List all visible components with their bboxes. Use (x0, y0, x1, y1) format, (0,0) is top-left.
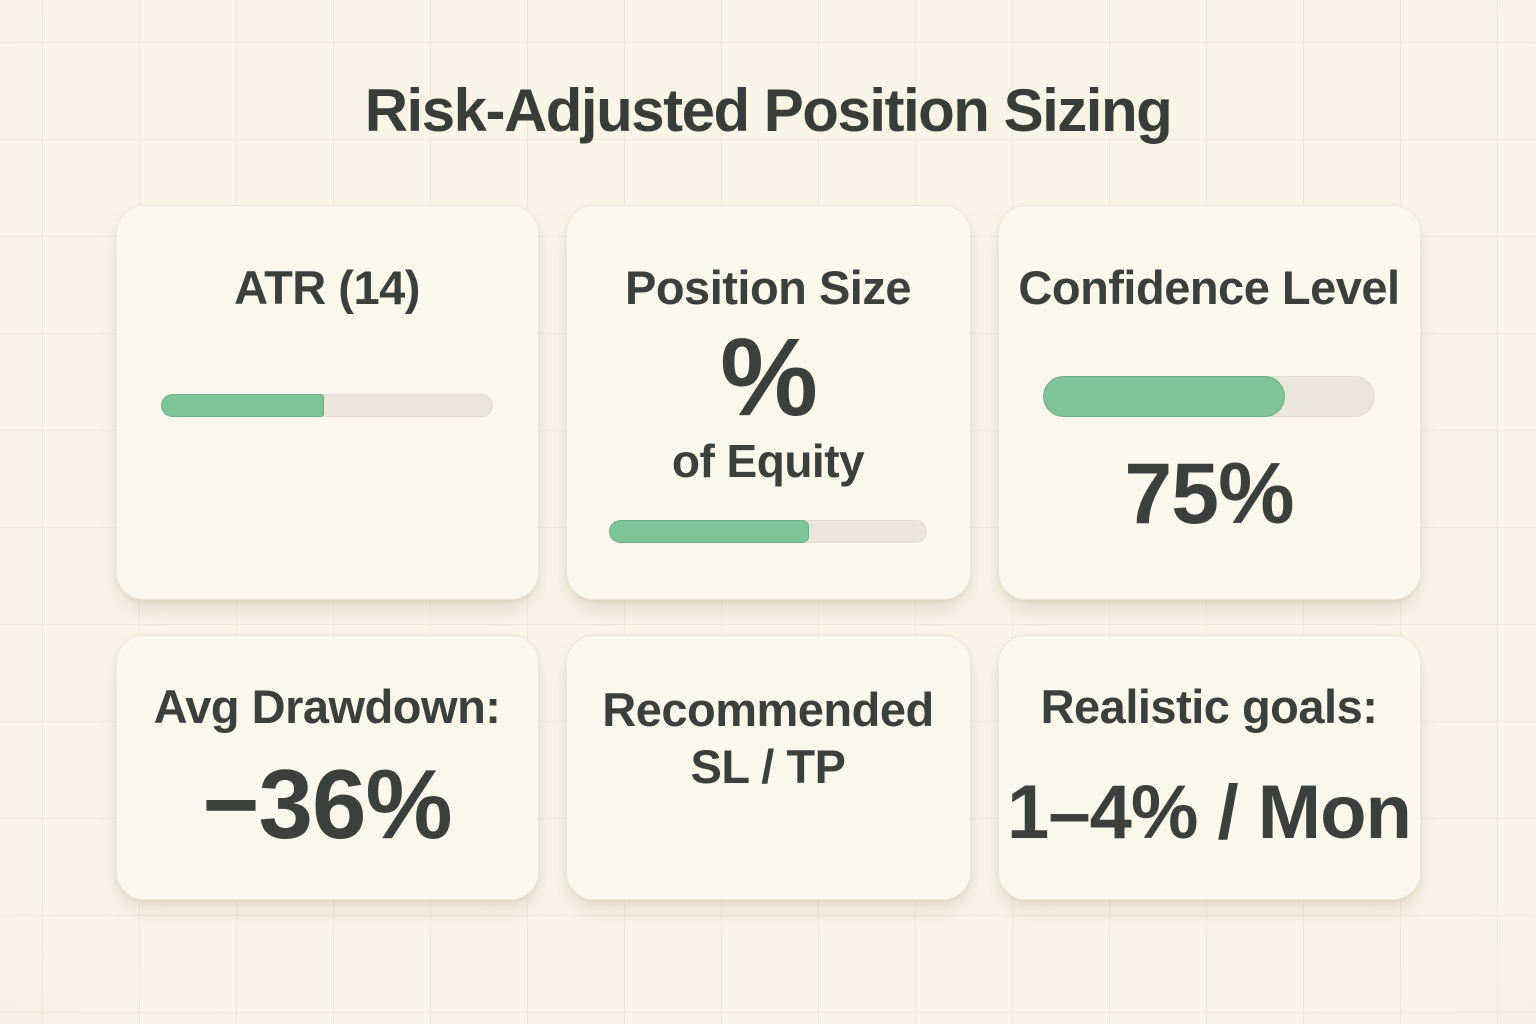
recommended-sl-tp-line1: Recommended (602, 683, 934, 736)
position-size-sublabel: of Equity (671, 435, 865, 488)
recommended-sl-tp-label: Recommended SL / TP (602, 681, 934, 796)
atr-card: ATR (14) (115, 205, 539, 600)
position-size-percent-symbol: % (720, 315, 818, 439)
confidence-card: Confidence Level 75% (997, 205, 1421, 600)
avg-drawdown-label: Avg Drawdown: (153, 680, 501, 733)
position-size-card-title: Position Size (625, 261, 912, 314)
recommended-sl-tp-card: Recommended SL / TP (565, 635, 971, 900)
position-size-progress-fill (608, 520, 810, 544)
position-size-card: Position Size % of Equity (565, 205, 971, 600)
avg-drawdown-card: Avg Drawdown: −36% (115, 635, 539, 900)
cards-grid: ATR (14) Position Size % of Equity Confi… (115, 205, 1421, 900)
avg-drawdown-value: −36% (202, 748, 452, 859)
realistic-goals-label: Realistic goals: (1040, 680, 1378, 733)
atr-card-title: ATR (14) (234, 261, 420, 314)
recommended-sl-tp-line2: SL / TP (690, 740, 846, 794)
confidence-card-title: Confidence Level (1018, 261, 1400, 314)
realistic-goals-card: Realistic goals: 1–4% / Mon (997, 635, 1421, 900)
atr-progress-bar (160, 393, 494, 417)
confidence-progress-fill (1042, 375, 1286, 417)
confidence-value: 75% (1124, 445, 1294, 542)
page-title: Risk-Adjusted Position Sizing (364, 77, 1173, 144)
position-size-progress-bar (608, 520, 928, 544)
realistic-goals-value: 1–4% / Mon (1007, 769, 1412, 855)
atr-progress-fill (160, 393, 324, 417)
confidence-progress-bar (1042, 375, 1376, 417)
